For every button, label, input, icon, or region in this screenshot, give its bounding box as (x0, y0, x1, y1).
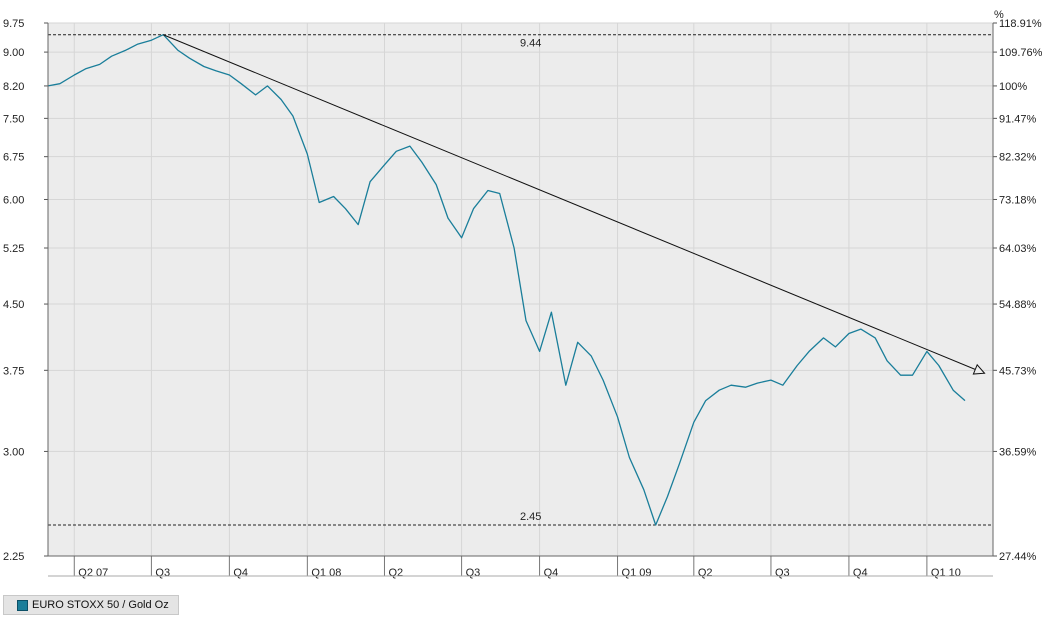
y-tick-label-right: 36.59% (999, 446, 1037, 458)
y-tick-label-right: 109.76% (999, 47, 1043, 59)
y-tick-label-right: 45.73% (999, 365, 1037, 377)
reference-label: 2.45 (520, 511, 541, 523)
x-tick-label: Q1 09 (622, 567, 652, 579)
y-tick-label-right: 100% (999, 81, 1027, 93)
y-tick-label-left: 8.20 (3, 81, 24, 93)
reference-lines: 9.44 2.45 (48, 34, 993, 526)
x-tick-label: Q3 (775, 567, 790, 579)
y-tick-label-left: 6.00 (3, 194, 24, 206)
x-tick-label: Q3 (466, 567, 481, 579)
legend[interactable]: EURO STOXX 50 / Gold Oz (3, 595, 179, 615)
legend-label: EURO STOXX 50 / Gold Oz (32, 599, 169, 611)
x-tick-label: Q2 07 (78, 567, 108, 579)
y-tick-label-right: 54.88% (999, 299, 1037, 311)
y-tick-label-left: 9.00 (3, 47, 24, 59)
reference-label: 9.44 (520, 38, 541, 50)
y-tick-label-left: 3.00 (3, 446, 24, 458)
x-tick-label: Q4 (233, 567, 248, 579)
trendline (163, 34, 985, 374)
x-tick-label: Q2 (388, 567, 403, 579)
y-tick-label-right: 27.44% (999, 551, 1037, 563)
trendline-layer (163, 34, 986, 375)
series-line (47, 34, 966, 526)
y-tick-label-left: 2.25 (3, 551, 24, 563)
x-tick-label: Q4 (544, 567, 559, 579)
y-tick-label-left: 5.25 (3, 243, 24, 255)
y-tick-label-left: 6.75 (3, 152, 24, 164)
x-tick-label: Q1 10 (931, 567, 961, 579)
y-tick-label-left: 7.50 (3, 113, 24, 125)
axes: 9.75 118.91% 9.00 109.76% 8.20 100% 7.50 91.47%… (3, 18, 1043, 579)
y-tick-label-right: 82.32% (999, 152, 1037, 164)
x-tick-label: Q2 (698, 567, 713, 579)
chart-svg: 9.44 2.45 9.75 118.91% 9.00 109.76% 8.20 100% 7… (3, 9, 1043, 579)
right-axis-unit: % (994, 9, 1004, 21)
y-tick-label-right: 118.91% (999, 18, 1042, 30)
series-layer (47, 34, 966, 526)
y-tick-label-left: 9.75 (3, 18, 24, 30)
x-tick-label: Q1 08 (311, 567, 341, 579)
trendline-arrowhead (972, 363, 986, 375)
y-tick-label-right: 91.47% (999, 113, 1037, 125)
legend-swatch (17, 599, 28, 611)
x-tick-label: Q3 (155, 567, 170, 579)
y-tick-label-right: 64.03% (999, 243, 1037, 255)
y-tick-label-left: 4.50 (3, 299, 24, 311)
y-tick-label-left: 3.75 (3, 365, 24, 377)
y-tick-label-right: 73.18% (999, 194, 1037, 206)
x-tick-label: Q4 (853, 567, 868, 579)
